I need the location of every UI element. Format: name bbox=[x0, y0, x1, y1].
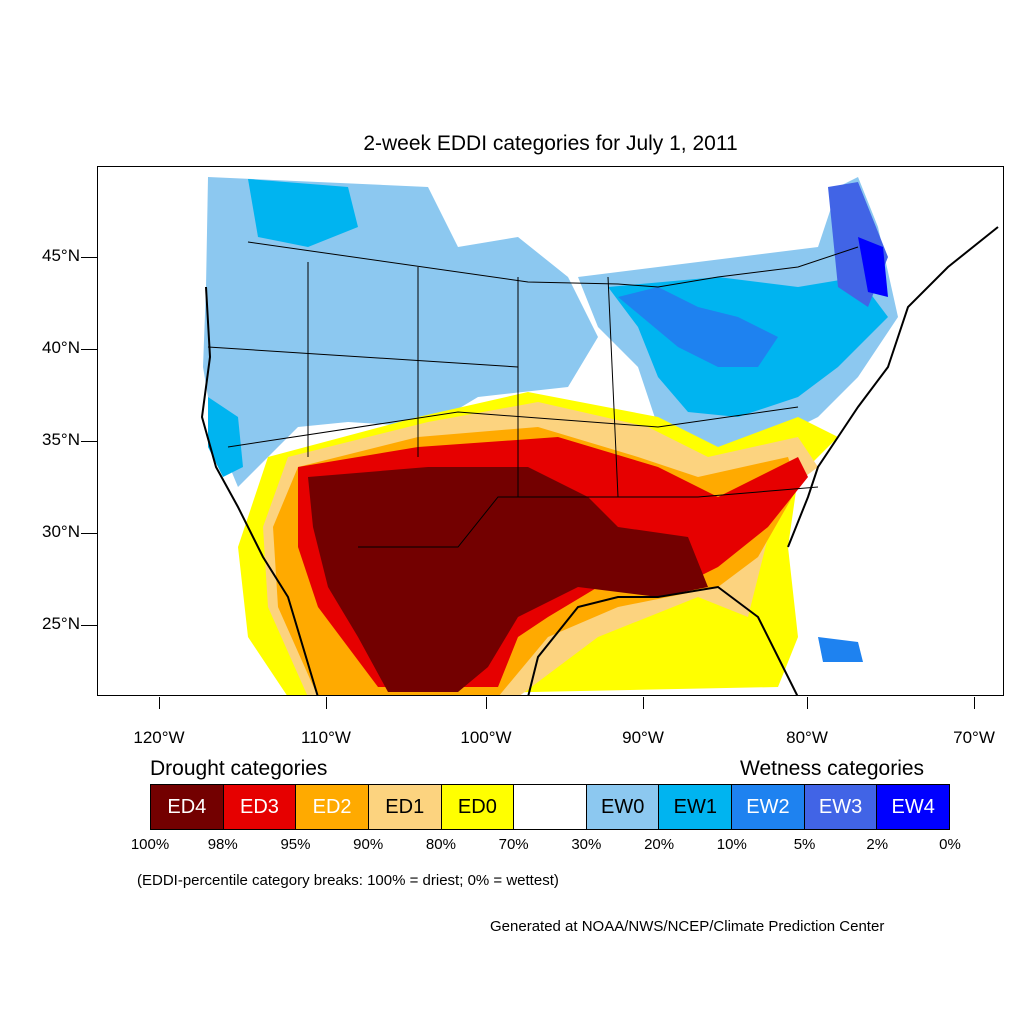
legend-box-ed2: ED2 bbox=[296, 785, 369, 829]
lon-tick-90 bbox=[643, 697, 644, 709]
lat-tick-30 bbox=[81, 533, 97, 534]
percentile-label: 95% bbox=[280, 836, 311, 853]
lat-label-35: 35°N bbox=[42, 430, 80, 449]
percentile-label: 70% bbox=[498, 836, 529, 853]
drought-legend-title: Drought categories bbox=[150, 757, 328, 780]
percentile-label: 20% bbox=[644, 836, 675, 853]
legend-box-ed0: ED0 bbox=[441, 785, 515, 829]
credit-text: Generated at NOAA/NWS/NCEP/Climate Predi… bbox=[490, 918, 885, 935]
map-title: 2-week EDDI categories for July 1, 2011 bbox=[363, 132, 738, 155]
lon-label-100: 100°W bbox=[460, 728, 512, 747]
lon-label-120: 120°W bbox=[133, 728, 185, 747]
lon-tick-120 bbox=[159, 697, 160, 709]
legend-box-ed1: ED1 bbox=[368, 785, 442, 829]
lat-label-45: 45°N bbox=[42, 246, 80, 265]
wetness-legend-title: Wetness categories bbox=[740, 757, 925, 780]
percentile-label: 10% bbox=[716, 836, 747, 853]
lat-tick-25 bbox=[81, 625, 97, 626]
drought-region-ed4 bbox=[308, 467, 708, 692]
legend-box-ew4: EW4 bbox=[877, 785, 950, 829]
lat-tick-35 bbox=[81, 441, 97, 442]
lon-tick-110 bbox=[326, 697, 327, 709]
percentile-label: 0% bbox=[939, 836, 961, 853]
lat-label-40: 40°N bbox=[42, 338, 80, 357]
lat-tick-40 bbox=[81, 349, 97, 350]
wetness-region-greatlakes-ew2 bbox=[618, 287, 778, 367]
lon-label-110: 110°W bbox=[301, 728, 351, 747]
percentile-label: 90% bbox=[353, 836, 384, 853]
legend-box-neutral bbox=[514, 785, 587, 829]
percentile-label: 2% bbox=[866, 836, 889, 853]
legend-box-ew2: EW2 bbox=[732, 785, 805, 829]
eddi-map bbox=[97, 166, 1004, 696]
percentile-label: 80% bbox=[425, 836, 456, 853]
lon-label-80: 80°W bbox=[786, 728, 828, 747]
wetness-region-northwest bbox=[203, 177, 598, 487]
lon-tick-70 bbox=[974, 697, 975, 709]
lat-tick-45 bbox=[81, 257, 97, 258]
lon-label-70: 70°W bbox=[953, 728, 995, 747]
legend-box-ed4: ED4 bbox=[151, 785, 224, 829]
legend-box-ew1: EW1 bbox=[659, 785, 733, 829]
percentile-label: 30% bbox=[571, 836, 602, 853]
boundary-lines bbox=[207, 241, 859, 548]
percentile-label: 5% bbox=[793, 836, 816, 853]
lon-tick-100 bbox=[486, 697, 487, 709]
percentile-label: 100% bbox=[130, 836, 170, 853]
legend-box-ew3: EW3 bbox=[804, 785, 878, 829]
lat-label-25: 25°N bbox=[42, 614, 80, 633]
legend-bar: ED4 ED3 ED2 ED1 ED0 EW0 EW1 EW2 EW3 EW4 bbox=[150, 784, 950, 830]
percentile-label: 98% bbox=[207, 836, 238, 853]
lat-label-30: 30°N bbox=[42, 522, 80, 541]
wetness-region-bahamas bbox=[818, 637, 863, 662]
legend-box-ed3: ED3 bbox=[223, 785, 297, 829]
legend-box-ew0: EW0 bbox=[586, 785, 660, 829]
wetness-region-northeast-ew4 bbox=[858, 237, 888, 297]
wetness-region-pacific-ew1 bbox=[208, 397, 243, 477]
lon-label-90: 90°W bbox=[622, 728, 664, 747]
coastline bbox=[200, 226, 999, 695]
lon-tick-80 bbox=[807, 697, 808, 709]
map-canvas bbox=[200, 177, 999, 695]
wetness-region-northwest-ew1 bbox=[248, 179, 358, 247]
category-note: (EDDI-percentile category breaks: 100% =… bbox=[137, 872, 559, 889]
